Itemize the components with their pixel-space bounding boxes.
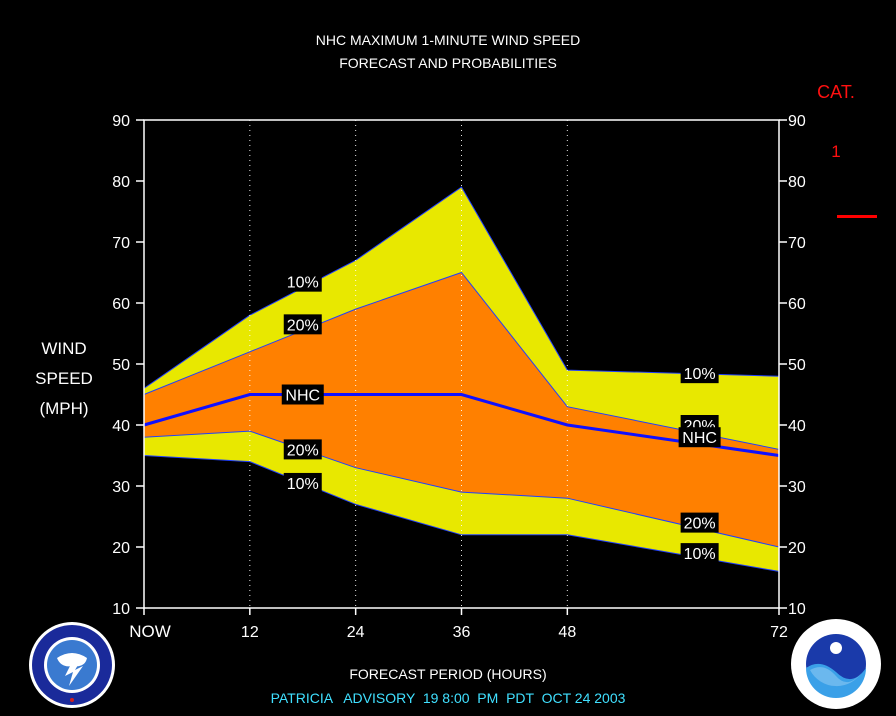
band-label-7: NHC [682, 430, 717, 447]
band-label-3: 20% [287, 442, 319, 459]
category-label: CAT. [817, 82, 855, 102]
y-tick-label-left-80: 80 [112, 174, 130, 191]
y-tick-label-right-60: 60 [788, 296, 806, 313]
y-tick-label-right-10: 10 [788, 601, 806, 618]
x-tick-label-12: 12 [241, 624, 259, 641]
y-tick-label-left-30: 30 [112, 479, 130, 496]
band-label-0: 10% [287, 275, 319, 292]
y-tick-label-left-60: 60 [112, 296, 130, 313]
y-tick-label-right-30: 30 [788, 479, 806, 496]
y-tick-label-right-90: 90 [788, 113, 806, 130]
y-tick-label-right-20: 20 [788, 540, 806, 557]
y-tick-label-right-70: 70 [788, 235, 806, 252]
y-tick-label-left-10: 10 [112, 601, 130, 618]
band-label-1: 20% [287, 317, 319, 334]
nws-logo-icon [29, 622, 115, 708]
band-label-bg-5 [680, 363, 719, 384]
nhc-forecast-line [143, 393, 780, 457]
noaa-logo-icon [791, 619, 881, 709]
band-label-bg-3 [283, 439, 322, 460]
x-tick-label-48: 48 [558, 624, 576, 641]
category-threshold-line [837, 215, 877, 218]
y-axis-label-line3: (MPH) [39, 399, 89, 418]
band-label-bg-1 [283, 314, 322, 335]
band-label-5: 10% [684, 366, 716, 383]
band-label-bg-0 [283, 271, 322, 292]
y-axis-label-line2: SPEED [35, 369, 93, 388]
band-label-bg-8 [680, 512, 719, 533]
chart-title-line2: FORECAST AND PROBABILITIES [339, 55, 557, 71]
y-tick-label-left-20: 20 [112, 540, 130, 557]
y-tick-label-right-80: 80 [788, 174, 806, 191]
y-tick-label-left-40: 40 [112, 418, 130, 435]
band-label-bg-7 [678, 427, 721, 448]
y-tick-label-left-90: 90 [112, 113, 130, 130]
band-label-8: 20% [684, 516, 716, 533]
y-tick-label-right-40: 40 [788, 418, 806, 435]
y-tick-label-left-70: 70 [112, 235, 130, 252]
x-tick-label-36: 36 [453, 624, 471, 641]
y-tick-label-left-50: 50 [112, 357, 130, 374]
x-tick-label-24: 24 [347, 624, 365, 641]
x-axis-label: FORECAST PERIOD (HOURS) [349, 666, 547, 682]
band-label-bg-2 [281, 384, 324, 405]
band-label-9: 10% [684, 546, 716, 563]
category-value: 1 [831, 142, 841, 161]
x-tick-label-72: 72 [770, 624, 788, 641]
band-label-4: 10% [287, 476, 319, 493]
advisory-text: PATRICIA ADVISORY 19 8:00 PM PDT OCT 24 … [270, 690, 626, 706]
band-label-2: NHC [285, 388, 320, 405]
band-label-bg-9 [680, 543, 719, 564]
band-label-bg-4 [283, 472, 322, 493]
y-axis-label-line1: WIND [41, 339, 87, 358]
y-tick-label-right-50: 50 [788, 357, 806, 374]
chart-title-line1: NHC MAXIMUM 1-MINUTE WIND SPEED [315, 32, 581, 48]
x-tick-label-NOW: NOW [129, 622, 171, 641]
